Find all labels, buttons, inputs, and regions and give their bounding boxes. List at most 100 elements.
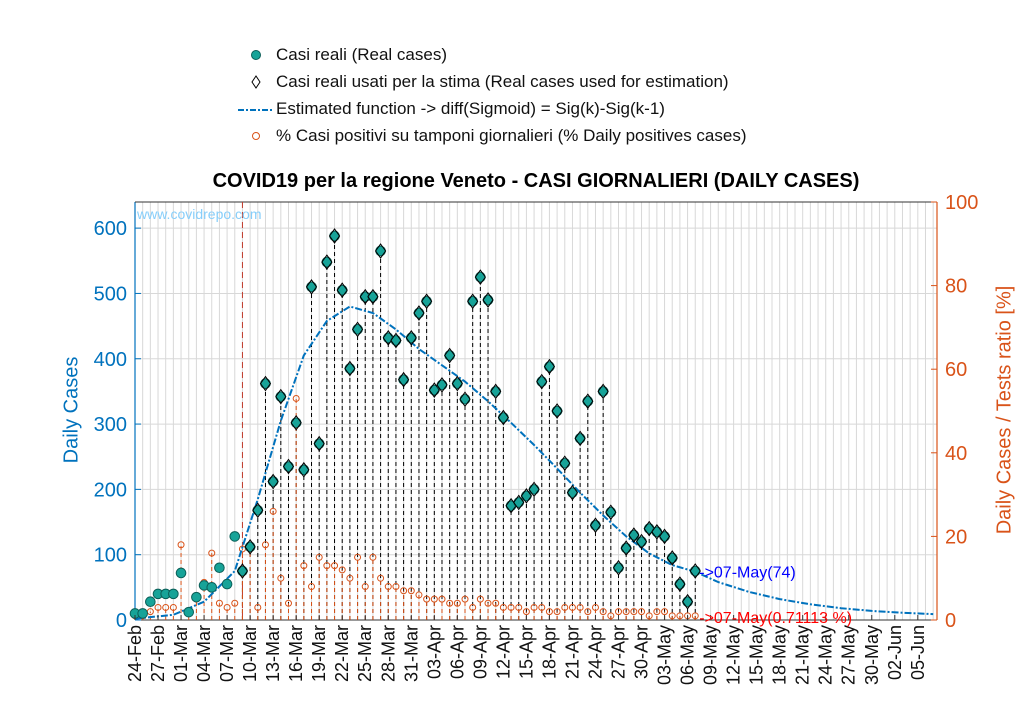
used-point — [582, 393, 594, 410]
real-point — [528, 484, 540, 495]
y-left-tick-label: 100 — [94, 545, 127, 567]
pct-point — [400, 587, 408, 595]
pct-point — [530, 603, 538, 611]
used-point — [390, 332, 402, 349]
used-point — [482, 292, 494, 308]
real-point — [459, 393, 471, 405]
real-point — [620, 542, 632, 554]
real-point — [559, 457, 571, 469]
pct-point — [622, 608, 630, 616]
pct-point — [545, 608, 553, 616]
used-point — [298, 461, 310, 478]
used-point — [513, 494, 525, 511]
used-point — [313, 435, 325, 452]
used-point — [436, 377, 448, 393]
y-left-tick-label: 600 — [94, 218, 127, 240]
real-point — [252, 504, 264, 516]
real-point — [436, 379, 448, 391]
real-point — [567, 487, 578, 498]
used-point — [681, 593, 694, 610]
used-point — [321, 254, 333, 270]
used-point — [666, 550, 678, 566]
x-tick-label: 28-Mar — [378, 625, 398, 682]
pct-point — [515, 603, 523, 611]
y-right-tick-label: 60 — [945, 359, 967, 381]
pct-point — [346, 574, 354, 582]
used-point — [236, 563, 249, 579]
legend-label-real: Casi reali (Real cases) — [276, 45, 447, 64]
pct-point — [638, 608, 646, 616]
used-point — [566, 484, 579, 501]
pct-point — [476, 595, 484, 603]
pct-point — [584, 608, 592, 616]
pct-point — [300, 562, 308, 570]
pct-point — [384, 583, 392, 591]
real-point — [605, 506, 617, 518]
pct-point — [599, 608, 607, 616]
pct-point — [269, 507, 277, 515]
used-point — [451, 375, 463, 392]
y-left-tick-label: 0 — [116, 610, 127, 632]
x-tick-label: 02-Jun — [885, 625, 905, 680]
pct-point — [338, 566, 346, 574]
x-tick-label: 13-Mar — [263, 625, 283, 682]
pct-point — [591, 603, 599, 611]
pct-point — [377, 574, 385, 582]
used-point — [374, 243, 387, 259]
real-point — [498, 412, 509, 423]
legend-marker-used — [251, 75, 261, 89]
used-point — [543, 358, 556, 375]
pct-point — [369, 553, 377, 561]
pct-point — [430, 595, 438, 603]
real-point — [214, 562, 225, 574]
real-point — [145, 596, 156, 608]
pct-point — [507, 603, 515, 611]
pct-point — [676, 612, 684, 620]
used-point — [459, 391, 471, 408]
real-point — [682, 596, 693, 608]
used-point — [397, 371, 410, 388]
pct-point — [645, 612, 653, 620]
used-point — [336, 282, 348, 299]
pct-point — [538, 603, 546, 611]
estimated-line — [134, 305, 934, 620]
real-point — [452, 378, 463, 389]
used-point — [244, 538, 256, 555]
pct-point — [231, 599, 239, 607]
real-point — [221, 578, 233, 590]
x-tick-label: 24-May — [816, 625, 836, 685]
used-point — [628, 527, 640, 543]
pct-point — [453, 599, 461, 607]
pct-point — [261, 541, 269, 549]
x-tick-label: 24-Apr — [585, 625, 605, 679]
x-tick-label: 27-Feb — [148, 625, 168, 682]
pct-point — [423, 595, 431, 603]
real-point — [260, 378, 271, 389]
x-tick-label: 15-Apr — [516, 625, 536, 679]
real-point — [275, 391, 287, 402]
used-point — [405, 329, 417, 346]
y-right-tick-label: 40 — [945, 443, 967, 465]
used-point — [305, 279, 318, 295]
pct-point — [484, 599, 492, 607]
used-point — [344, 360, 356, 377]
used-point — [267, 473, 279, 490]
real-point — [544, 361, 555, 372]
legend-label-positives: % Casi positivi su tamponi giornalieri (… — [276, 126, 747, 145]
used-point — [605, 504, 617, 521]
real-point — [298, 464, 310, 476]
real-point — [336, 284, 348, 296]
real-point — [482, 294, 494, 306]
pct-point — [653, 608, 661, 616]
grid-lines — [134, 202, 937, 621]
y-left-tick-label: 300 — [94, 414, 127, 436]
used-point — [520, 488, 533, 504]
real-point — [175, 567, 187, 579]
x-tick-label: 07-Mar — [217, 625, 237, 682]
used-point — [689, 563, 701, 579]
chart-title: COVID19 per la regione Veneto - CASI GIO… — [212, 170, 860, 192]
used-point — [658, 528, 671, 545]
real-point — [137, 608, 148, 619]
used-point — [589, 517, 602, 534]
pct-point — [331, 562, 339, 570]
